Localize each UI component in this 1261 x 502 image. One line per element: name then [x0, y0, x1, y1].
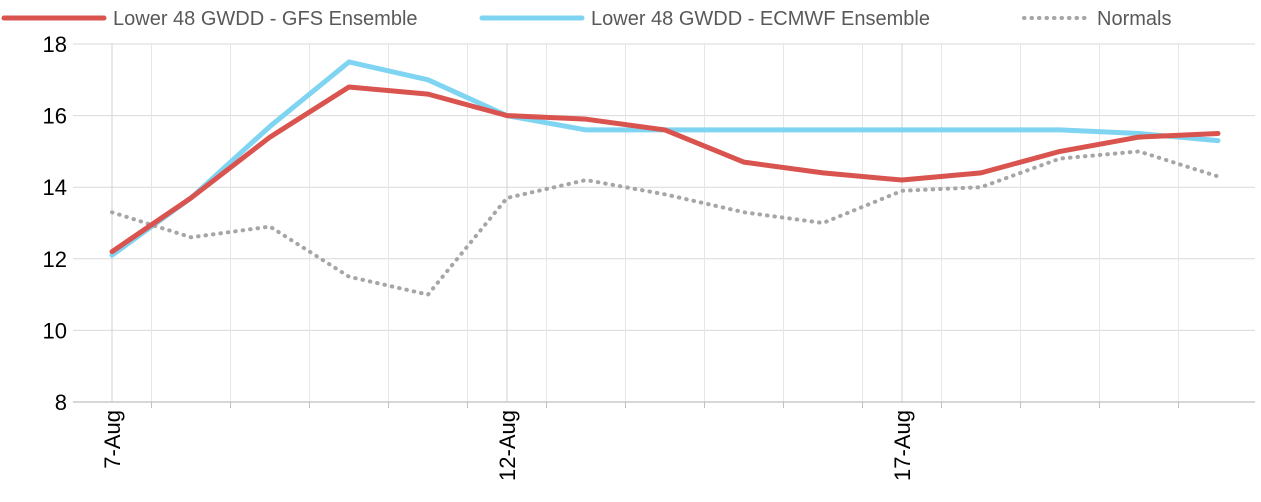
series-line-2: [110, 149, 1220, 297]
legend-label-2: Normals: [1097, 8, 1171, 30]
y-tick-label: 12: [43, 247, 67, 272]
series-line-0: [109, 84, 1221, 255]
y-tick-label: 8: [55, 390, 67, 415]
x-tick-label: 17-Aug: [890, 410, 915, 481]
y-tick-label: 18: [43, 32, 67, 57]
series-lines: [109, 59, 1221, 297]
legend: Lower 48 GWDD - GFS Ensemble Lower 48 GWD…: [1, 8, 1171, 30]
x-tick-label: 12-Aug: [495, 410, 520, 481]
y-tick-label: 16: [43, 104, 67, 129]
y-tick-label: 10: [43, 318, 67, 343]
legend-label-1: Lower 48 GWDD - ECMWF Ensemble: [591, 8, 930, 30]
gridlines: [73, 43, 1255, 403]
y-tick-label: 14: [43, 175, 67, 200]
x-tick-label: 7-Aug: [100, 410, 125, 469]
legend-label-0: Lower 48 GWDD - GFS Ensemble: [113, 8, 418, 30]
series-line-1: [109, 59, 1221, 258]
axes: 8 10 12 14 16 18 7-Aug 12-Aug 17-Aug: [43, 32, 1255, 481]
